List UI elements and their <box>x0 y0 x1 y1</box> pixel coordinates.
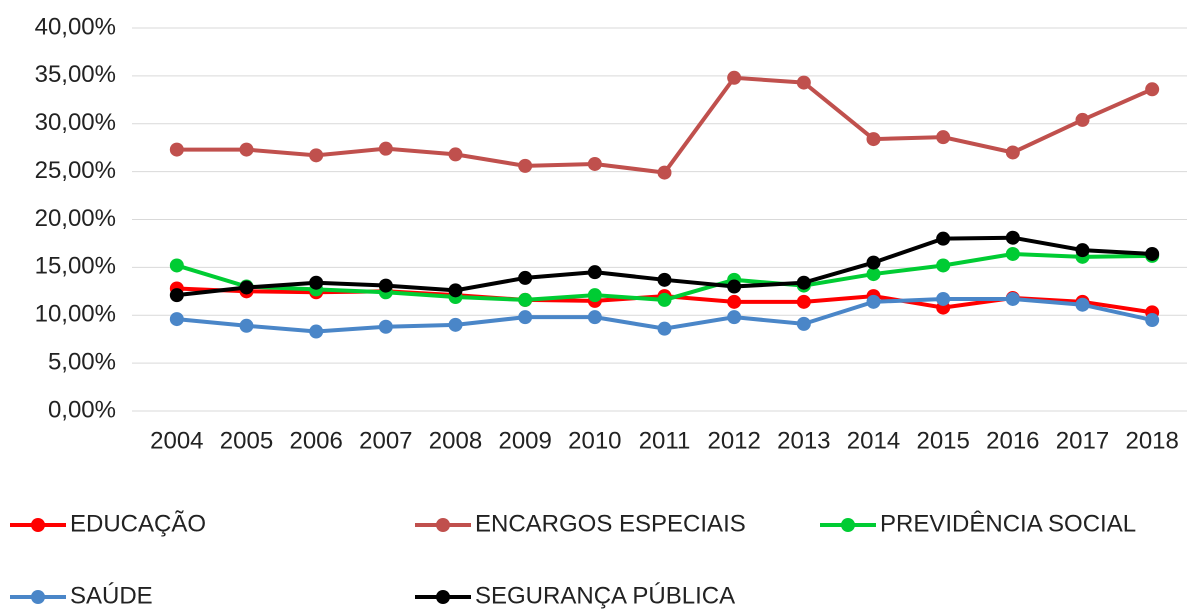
data-point <box>169 258 184 273</box>
legend-label: PREVIDÊNCIA SOCIAL <box>880 510 1136 537</box>
data-point <box>936 291 951 306</box>
y-tick-label: 10,00% <box>35 301 116 328</box>
legend-marker <box>841 518 855 532</box>
data-point <box>866 132 881 147</box>
data-point <box>518 310 533 325</box>
data-point <box>1145 82 1160 97</box>
y-tick-label: 40,00% <box>35 13 116 40</box>
data-point <box>657 321 672 336</box>
y-tick-label: 15,00% <box>35 253 116 280</box>
data-point <box>796 275 811 290</box>
data-point <box>936 130 951 145</box>
y-tick-label: 5,00% <box>48 348 116 375</box>
legend-marker <box>31 590 45 604</box>
data-point <box>518 292 533 307</box>
data-point <box>448 147 463 162</box>
y-tick-label: 30,00% <box>35 109 116 136</box>
x-tick-label: 2009 <box>498 427 551 454</box>
legend-marker <box>31 518 45 532</box>
y-tick-label: 20,00% <box>35 205 116 232</box>
data-point <box>1005 230 1020 245</box>
data-point <box>727 310 742 325</box>
data-point <box>169 288 184 303</box>
data-point <box>169 312 184 327</box>
data-point <box>936 258 951 273</box>
data-point <box>309 324 324 339</box>
data-point <box>239 142 254 157</box>
data-point <box>378 141 393 156</box>
data-point <box>936 231 951 246</box>
x-tick-label: 2014 <box>847 427 900 454</box>
y-tick-label: 35,00% <box>35 61 116 88</box>
data-point <box>587 310 602 325</box>
data-point <box>378 319 393 334</box>
data-point <box>1075 297 1090 312</box>
data-point <box>309 148 324 163</box>
data-point <box>1145 313 1160 328</box>
x-tick-label: 2006 <box>289 427 342 454</box>
data-point <box>1005 246 1020 261</box>
legend-marker <box>436 518 450 532</box>
data-point <box>587 156 602 171</box>
x-tick-label: 2017 <box>1056 427 1109 454</box>
data-point <box>169 142 184 157</box>
data-point <box>866 255 881 270</box>
data-point <box>587 265 602 280</box>
x-tick-label: 2016 <box>986 427 1039 454</box>
data-point <box>796 75 811 90</box>
data-point <box>1075 243 1090 258</box>
data-point <box>1075 112 1090 127</box>
data-point <box>657 165 672 180</box>
data-point <box>518 270 533 285</box>
x-tick-label: 2011 <box>639 427 691 454</box>
data-point <box>727 70 742 85</box>
y-tick-label: 25,00% <box>35 157 116 184</box>
x-tick-label: 2015 <box>916 427 969 454</box>
data-point <box>378 278 393 293</box>
x-tick-label: 2010 <box>568 427 621 454</box>
legend-label: SEGURANÇA PÚBLICA <box>475 582 735 609</box>
data-point <box>587 288 602 303</box>
data-point <box>1005 145 1020 160</box>
legend-label: ENCARGOS ESPECIAIS <box>475 510 746 537</box>
data-point <box>1005 291 1020 306</box>
data-point <box>657 272 672 287</box>
data-point <box>657 292 672 307</box>
data-point <box>239 280 254 295</box>
x-tick-label: 2005 <box>220 427 273 454</box>
data-point <box>866 294 881 309</box>
legend-label: EDUCAÇÃO <box>70 510 206 537</box>
data-point <box>727 279 742 294</box>
y-tick-label: 0,00% <box>48 396 116 423</box>
data-point <box>1145 246 1160 261</box>
series-line <box>176 75 1153 175</box>
x-tick-label: 2012 <box>707 427 760 454</box>
data-point <box>796 316 811 331</box>
data-point <box>796 294 811 309</box>
data-point <box>448 283 463 298</box>
x-tick-label: 2008 <box>429 427 482 454</box>
x-tick-label: 2018 <box>1125 427 1178 454</box>
x-tick-label: 2007 <box>359 427 412 454</box>
x-tick-label: 2004 <box>150 427 203 454</box>
data-point <box>448 317 463 332</box>
data-point <box>309 275 324 290</box>
data-point <box>518 158 533 173</box>
legend-marker <box>436 590 450 604</box>
data-point <box>866 267 881 282</box>
x-tick-label: 2013 <box>777 427 830 454</box>
data-point <box>727 294 742 309</box>
legend-label: SAÚDE <box>70 582 153 609</box>
data-point <box>239 318 254 333</box>
